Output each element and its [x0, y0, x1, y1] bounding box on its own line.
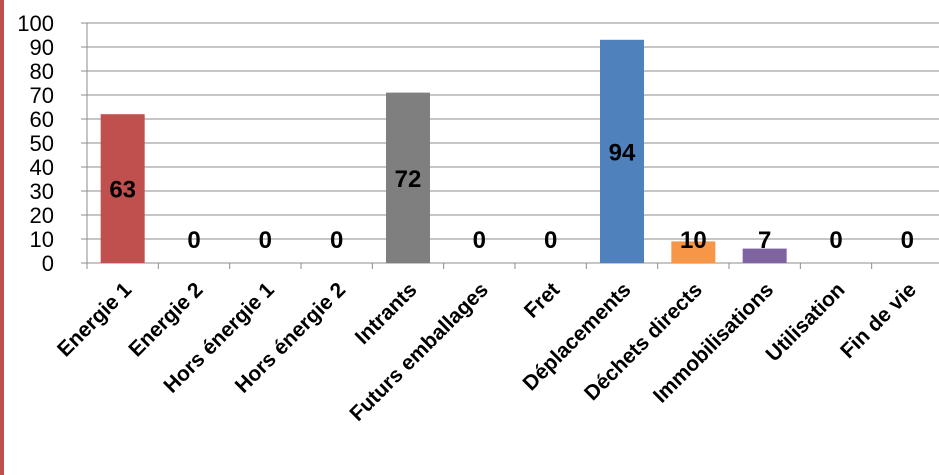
x-tick-label: Futurs emballages: [345, 278, 492, 425]
x-tick-label: Fret: [520, 278, 564, 322]
x-tick-label: Energie 1: [53, 278, 136, 361]
data-label: 0: [544, 227, 557, 254]
y-tick-label: 80: [30, 59, 54, 84]
x-tick-label: Fin de vie: [836, 278, 921, 363]
data-label: 0: [901, 227, 914, 254]
left-border: [0, 0, 4, 475]
y-tick-label: 90: [30, 35, 54, 60]
x-tick-label: Intrants: [351, 278, 422, 349]
data-label: 0: [829, 227, 842, 254]
y-tick-label: 30: [30, 179, 54, 204]
bar: [386, 92, 430, 263]
gridlines: [87, 22, 939, 240]
y-tick-label: 40: [30, 155, 54, 180]
y-tick-label: 10: [30, 227, 54, 252]
bar: [671, 241, 716, 263]
axes: [81, 22, 939, 269]
y-tick-label: 50: [30, 131, 54, 156]
y-tick-label: 100: [17, 11, 54, 36]
y-tick-label: 70: [30, 83, 54, 108]
data-label: 7: [758, 227, 771, 254]
data-label: 0: [259, 227, 272, 254]
data-label: 10: [680, 227, 707, 254]
data-label: 72: [395, 166, 422, 193]
data-label: 63: [109, 177, 136, 204]
x-tick-label: Immobilisations: [649, 278, 778, 407]
bar: [100, 114, 145, 263]
y-tick-label: 60: [30, 107, 54, 132]
bar: [600, 39, 644, 263]
data-labels: 63 0 0 0 72 0 0 94 10 7 0 0: [109, 139, 914, 254]
data-label: 94: [609, 139, 636, 166]
data-label: 0: [473, 227, 486, 254]
bar: [742, 248, 787, 263]
data-label: 0: [187, 227, 200, 254]
bars: [100, 39, 787, 263]
y-tick-label: 0: [42, 251, 54, 276]
y-tick-label: 20: [30, 203, 54, 228]
data-label: 0: [330, 227, 343, 254]
